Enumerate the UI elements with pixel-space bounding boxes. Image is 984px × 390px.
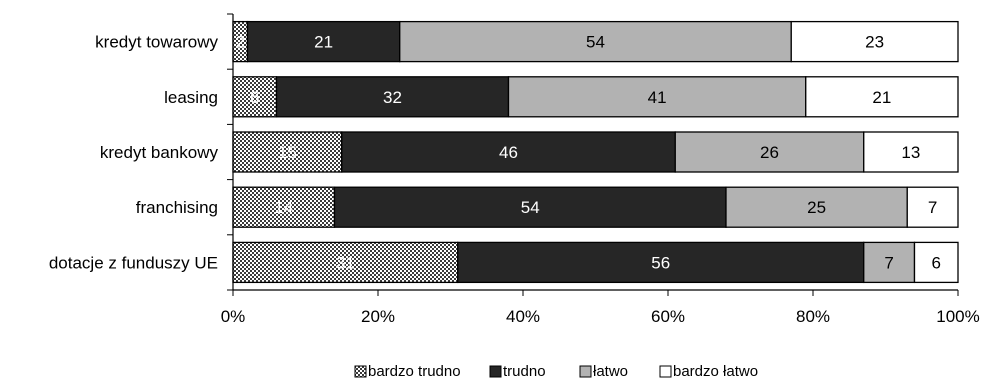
x-tick-label: 80% [796,307,830,326]
bar-trudno-2 [341,131,676,173]
data-label: 23 [865,33,884,52]
bar-bardzo-łatwo-1 [805,76,959,118]
data-label: 15 [278,143,297,162]
legend-swatch [354,365,367,378]
bar-bardzo-trudno-4 [232,241,459,284]
bar-trudno-4 [457,241,865,284]
bar-bardzo-łatwo-2 [863,131,959,173]
bar-trudno-3 [333,186,727,228]
data-label: 46 [499,143,518,162]
data-label: 13 [901,143,920,162]
category-label: dotacje z funduszy UE [49,253,218,272]
x-tick-label: 40% [506,307,540,326]
data-label: 26 [760,143,779,162]
category-label: franchising [136,198,218,217]
category-label: kredyt towarowy [95,33,218,52]
x-tick-label: 100% [936,307,979,326]
data-label: 31 [336,253,355,272]
data-label: 21 [314,33,333,52]
legend-label: łatwo [593,363,628,380]
bar-trudno-1 [275,76,510,118]
bar-łatwo-0 [399,20,792,63]
data-label: 7 [884,253,893,272]
bar-łatwo-1 [507,76,807,118]
legend-label: trudno [503,363,546,380]
legend-swatch [659,365,672,378]
x-tick-label: 60% [651,307,685,326]
category-label: kredyt bankowy [100,143,219,162]
data-label: 14 [274,198,293,217]
legend: bardzo trudno trudno łatwo bardzo łatwo [354,363,758,380]
legend-label: bardzo trudno [368,363,461,380]
data-label: 6 [932,253,941,272]
data-label: 54 [521,198,540,217]
data-label: 2 [236,33,245,52]
bar-bardzo-łatwo-3 [906,186,959,228]
bar-bardzo-trudno-3 [232,186,336,228]
x-tick-label: 20% [361,307,395,326]
legend-label: bardzo łatwo [673,363,758,380]
x-tick-label: 0% [221,307,246,326]
data-label: 41 [648,88,667,107]
bar-trudno-0 [246,20,401,63]
category-label: leasing [164,88,218,107]
data-label: 7 [928,198,937,217]
plot-area: 2 21 54 23 kredyt towarowy 6 32 41 21 leasing 15 46… [49,13,980,326]
legend-swatch [579,365,592,378]
data-label: 25 [807,198,826,217]
bar-łatwo-3 [725,186,908,228]
data-label: 32 [383,88,402,107]
data-label: 56 [651,253,670,272]
data-label: 21 [872,88,891,107]
data-label: 6 [250,88,259,107]
legend-swatch [489,365,502,378]
bar-bardzo-łatwo-4 [913,241,959,284]
data-label: 54 [586,33,605,52]
bar-bardzo-łatwo-0 [790,20,959,63]
